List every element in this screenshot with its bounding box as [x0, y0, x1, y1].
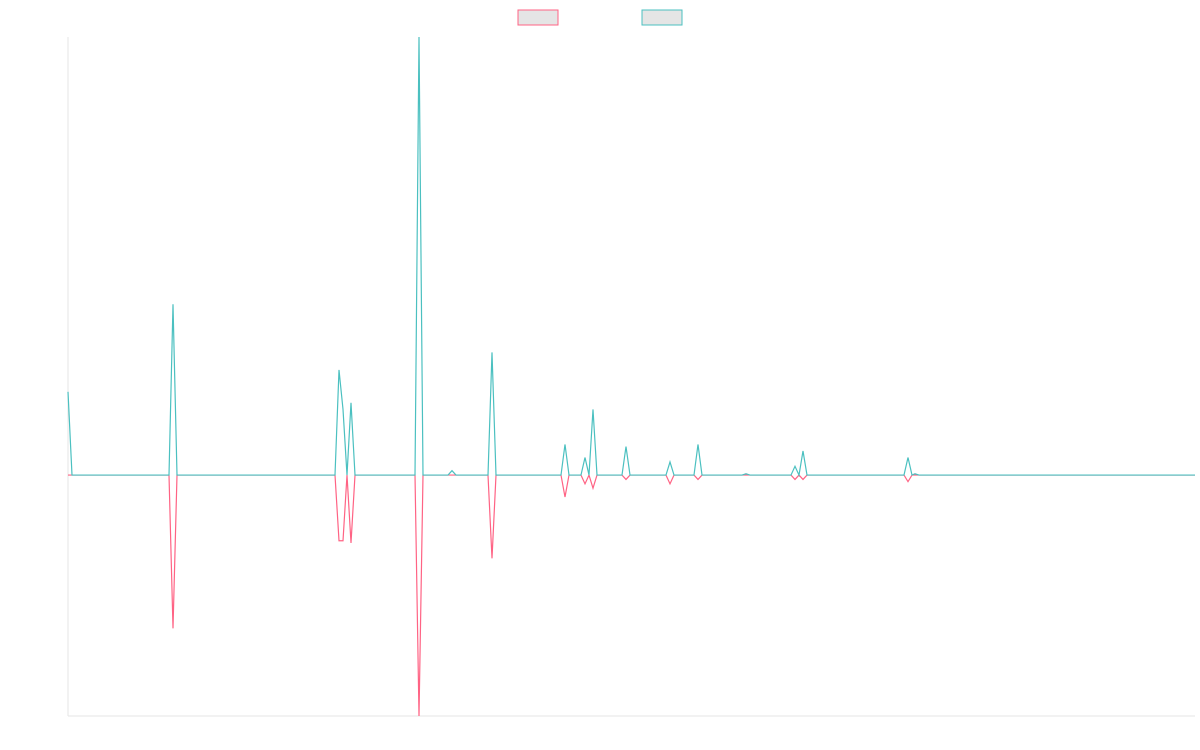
legend-swatch [517, 9, 559, 26]
legend-swatch [641, 9, 683, 26]
series-line [68, 473, 1195, 717]
series-line [67, 36, 1195, 478]
